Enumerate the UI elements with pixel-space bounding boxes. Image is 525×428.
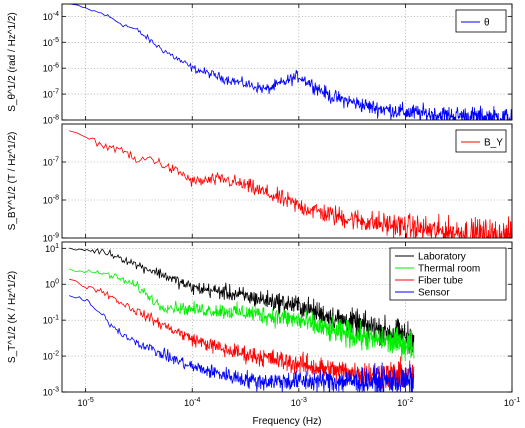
y-tick-label: 10-7 [43,157,59,168]
y-tick-label: 10-4 [43,11,59,22]
y-tick-label: 100 [45,279,59,290]
series-line-- [69,4,512,120]
y-axis-label: S_BY^1/2 (T / Hz^1/2) [7,132,18,231]
x-tick-label: 10-5 [78,397,94,408]
legend-label: B_Y [484,138,503,149]
y-tick-label: 10-9 [43,233,59,244]
y-tick-label: 10-8 [43,115,59,126]
y-tick-label: 10-3 [43,387,59,398]
panel-bottom: 10-3 10-2 10-1 100 101 S_T^1/2 (K / Hz^1/2) La… [7,241,513,398]
legend: θ [455,9,507,33]
legend-label: θ [484,18,490,29]
y-tick-label: 10-5 [43,37,59,48]
y-axis-label: S_T^1/2 (K / Hz^1/2) [7,271,18,363]
plot-frame [61,3,513,121]
x-tick-label: 10-1 [504,397,520,408]
legend-box [455,9,507,33]
x-axis-label: Frequency (Hz) [253,416,322,427]
plot-frame [61,241,513,393]
x-tick-label: 10-4 [184,397,200,408]
series-line-laboratory [69,247,415,356]
y-tick-label: 10-1 [43,315,59,326]
series-line-fiber-tube [69,278,415,390]
legend-label: Thermal room [418,264,480,275]
x-tick-label: 10-3 [291,397,307,408]
panel-top: 10-8 10-7 10-6 10-5 10-4 S_θ^1/2 (rad / Hz^1/… [7,3,513,126]
y-axis-label: S_θ^1/2 (rad / Hz^1/2) [7,12,18,111]
y-tick-label: 10-8 [43,195,59,206]
panel-middle: 10-9 10-8 10-7 S_BY^1/2 (T / Hz^1/2) B_Y [7,123,513,244]
plot-frame [61,123,513,239]
legend-label: Sensor [418,288,450,299]
y-tick-label: 10-6 [43,63,59,74]
legend: B_Y [455,129,507,153]
x-tick-label: 10-2 [397,397,413,408]
y-tick-label: 10-7 [43,89,59,100]
series-line-b-y [69,130,512,238]
y-tick-label: 10-2 [43,351,59,362]
series-line-sensor [69,295,415,392]
series-line-thermal-room [68,268,415,361]
legend-label: Laboratory [418,252,466,263]
legend-label: Fiber tube [418,276,463,287]
y-tick-label: 101 [45,243,59,254]
legend-box [389,247,507,301]
legend-box [455,129,507,153]
